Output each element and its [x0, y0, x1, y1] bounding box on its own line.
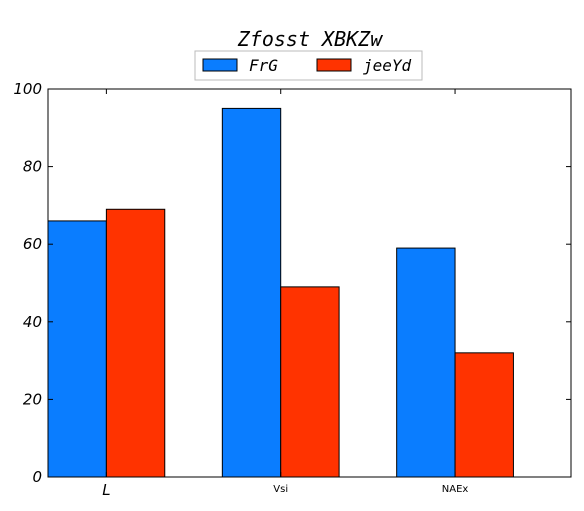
- bars: [47, 107, 514, 478]
- y-tick-label: 20: [23, 390, 42, 408]
- bar-jeeYd-Vsi: [280, 286, 340, 478]
- legend-swatch-jeeYd: [316, 58, 352, 72]
- bar-jeeYd-L: [105, 208, 166, 478]
- legend-swatch-FrG: [202, 58, 238, 72]
- legend-label-jeeYd: jeeYd: [363, 56, 412, 75]
- axes: 0 20 40 60 80 100 L Vsi NAEx: [13, 80, 572, 499]
- bar-jeeYd-NAEx: [454, 352, 514, 478]
- y-tick-label: 40: [23, 313, 42, 331]
- x-tick-label: NAEx: [442, 484, 469, 495]
- bar-FrG-Vsi: [221, 107, 282, 478]
- y-tick-label: 60: [23, 235, 42, 253]
- y-tick-label: 80: [23, 158, 42, 176]
- bar-FrG-NAEx: [396, 247, 456, 478]
- chart-title: Zfosst XBKZw: [237, 27, 383, 51]
- y-tick-label: 100: [13, 80, 42, 98]
- y-tick-label: 0: [32, 468, 42, 486]
- x-tick-label: L: [102, 481, 110, 499]
- plot-frame: [47, 88, 572, 478]
- bar-FrG-L: [47, 220, 107, 478]
- legend: FrG jeeYd: [194, 50, 423, 81]
- legend-label-FrG: FrG: [249, 56, 278, 75]
- x-tick-label: Vsi: [273, 484, 288, 495]
